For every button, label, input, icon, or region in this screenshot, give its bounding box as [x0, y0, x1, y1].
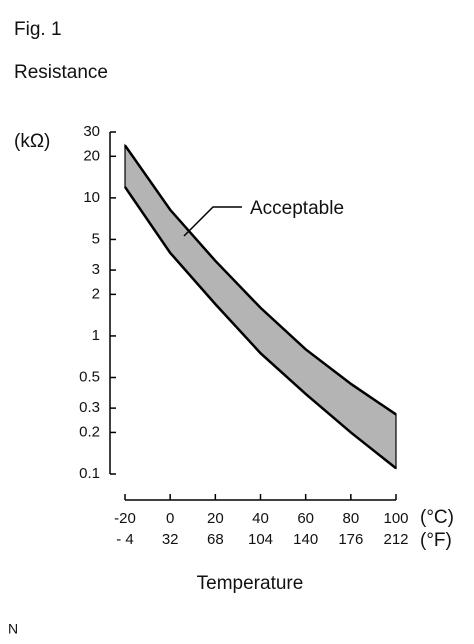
y-tick-label: 2: [92, 285, 100, 302]
leader-line: [183, 206, 242, 237]
x2-unit: (°F): [420, 530, 452, 551]
band-edge: [123, 186, 397, 470]
y-tick-label: 5: [92, 230, 100, 247]
y-tick-label: 0.2: [79, 423, 100, 440]
x2-tick-label: 104: [248, 531, 273, 548]
x2-tick-label: 32: [162, 531, 179, 548]
x2-tick-label: 212: [383, 531, 408, 548]
y-unit: (kΩ): [14, 131, 50, 152]
x-tick-label: 80: [342, 510, 359, 527]
x-unit: (°C): [420, 507, 454, 528]
x-tick-label: 100: [383, 510, 408, 527]
x-tick-label: 0: [166, 510, 174, 527]
x-tick-label: 20: [207, 510, 224, 527]
chart-title: Resistance: [14, 62, 108, 83]
x-axis-title: Temperature: [197, 573, 304, 594]
x2-tick-label: - 4: [116, 531, 134, 548]
y-tick-label: 20: [83, 147, 100, 164]
x-tick-label: 60: [297, 510, 314, 527]
y-tick-label: 0.5: [79, 368, 100, 385]
y-tick-label: 30: [83, 123, 100, 140]
y-tick-label: 10: [83, 189, 100, 206]
y-tick-label: 3: [92, 261, 100, 278]
x-tick-label: 40: [252, 510, 269, 527]
x2-tick-label: 176: [338, 531, 363, 548]
x2-tick-label: 68: [207, 531, 224, 548]
x2-tick-label: 140: [293, 531, 318, 548]
band-edge: [123, 144, 397, 416]
figure-label: Fig. 1: [14, 19, 62, 40]
y-tick-label: 0.3: [79, 399, 100, 416]
x-tick-label: -20: [114, 510, 136, 527]
y-tick-label: 0.1: [79, 465, 100, 482]
annotation: Acceptable: [250, 198, 344, 219]
footnote: N: [8, 621, 18, 637]
y-tick-label: 1: [92, 327, 100, 344]
